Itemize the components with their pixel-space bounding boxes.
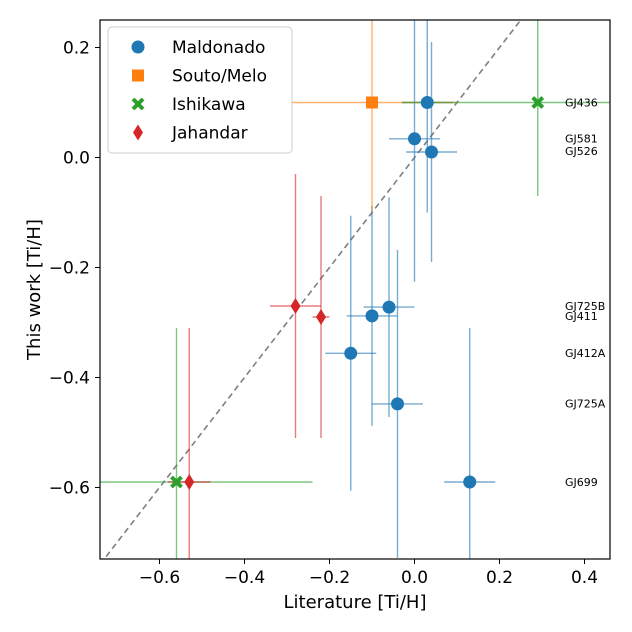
data-point-jahandar bbox=[316, 309, 326, 325]
star-label: GJ581 bbox=[565, 132, 598, 145]
legend: Maldonado Souto/Melo Ishikawa Jahandar bbox=[107, 26, 293, 154]
legend-marker bbox=[131, 97, 145, 111]
y-tick-label: −0.6 bbox=[49, 479, 90, 499]
data-point-ishikawa bbox=[531, 96, 545, 109]
data-point-ishikawa bbox=[170, 475, 183, 489]
legend-marker bbox=[131, 40, 145, 54]
data-point-souto-melo bbox=[366, 96, 378, 109]
legend-label: Jahandar bbox=[171, 124, 248, 144]
legend-marker bbox=[133, 124, 143, 141]
star-label: GJ411 bbox=[565, 310, 598, 323]
legend-label: Ishikawa bbox=[172, 95, 246, 115]
y-tick-label: 0.2 bbox=[63, 39, 90, 59]
y-tick-label: 0.0 bbox=[63, 149, 90, 169]
data-point-maldonado bbox=[425, 145, 438, 159]
y-axis-title: This work [Ti/H] bbox=[24, 219, 45, 361]
data-point-jahandar bbox=[290, 298, 301, 314]
axes-frame bbox=[99, 19, 611, 560]
x-tick-label: 0.0 bbox=[401, 568, 428, 588]
x-tick-label: 0.2 bbox=[486, 568, 513, 588]
star-label: GJ699 bbox=[565, 476, 598, 489]
y-tick-label: −0.2 bbox=[49, 259, 90, 279]
data-point-maldonado bbox=[365, 309, 379, 323]
x-tick-label: −0.4 bbox=[224, 568, 265, 588]
star-label: GJ725A bbox=[565, 397, 606, 410]
x-axis-title: Literature [Ti/H] bbox=[284, 592, 427, 613]
data-point-maldonado bbox=[382, 300, 396, 314]
legend-box bbox=[107, 26, 293, 154]
star-label: GJ526 bbox=[565, 145, 598, 158]
x-tick-label: −0.2 bbox=[309, 568, 350, 588]
axis-ticks: −0.6 −0.4 −0.2 0.0 0.2 0.4 0.2 0.0 −0.2 −0.4 −0.6 G… bbox=[49, 39, 606, 589]
x-tick-label: 0.4 bbox=[571, 568, 598, 588]
data-point-maldonado bbox=[463, 475, 477, 489]
data-point-maldonado bbox=[344, 346, 358, 360]
legend-marker bbox=[132, 69, 144, 82]
star-label: GJ412A bbox=[565, 347, 606, 360]
legend-label: Maldonado bbox=[172, 38, 265, 58]
data-point-jahandar bbox=[184, 474, 195, 490]
legend-label: Souto/Melo bbox=[172, 67, 267, 87]
data-point-maldonado bbox=[420, 96, 434, 109]
star-label: GJ725B bbox=[565, 300, 605, 313]
star-label: GJ436 bbox=[565, 97, 598, 110]
y-tick-label: −0.4 bbox=[49, 369, 90, 389]
x-tick-label: −0.6 bbox=[139, 568, 180, 588]
plot-area bbox=[100, 20, 610, 559]
data-point-maldonado bbox=[408, 132, 421, 146]
data-point-maldonado bbox=[391, 397, 404, 411]
